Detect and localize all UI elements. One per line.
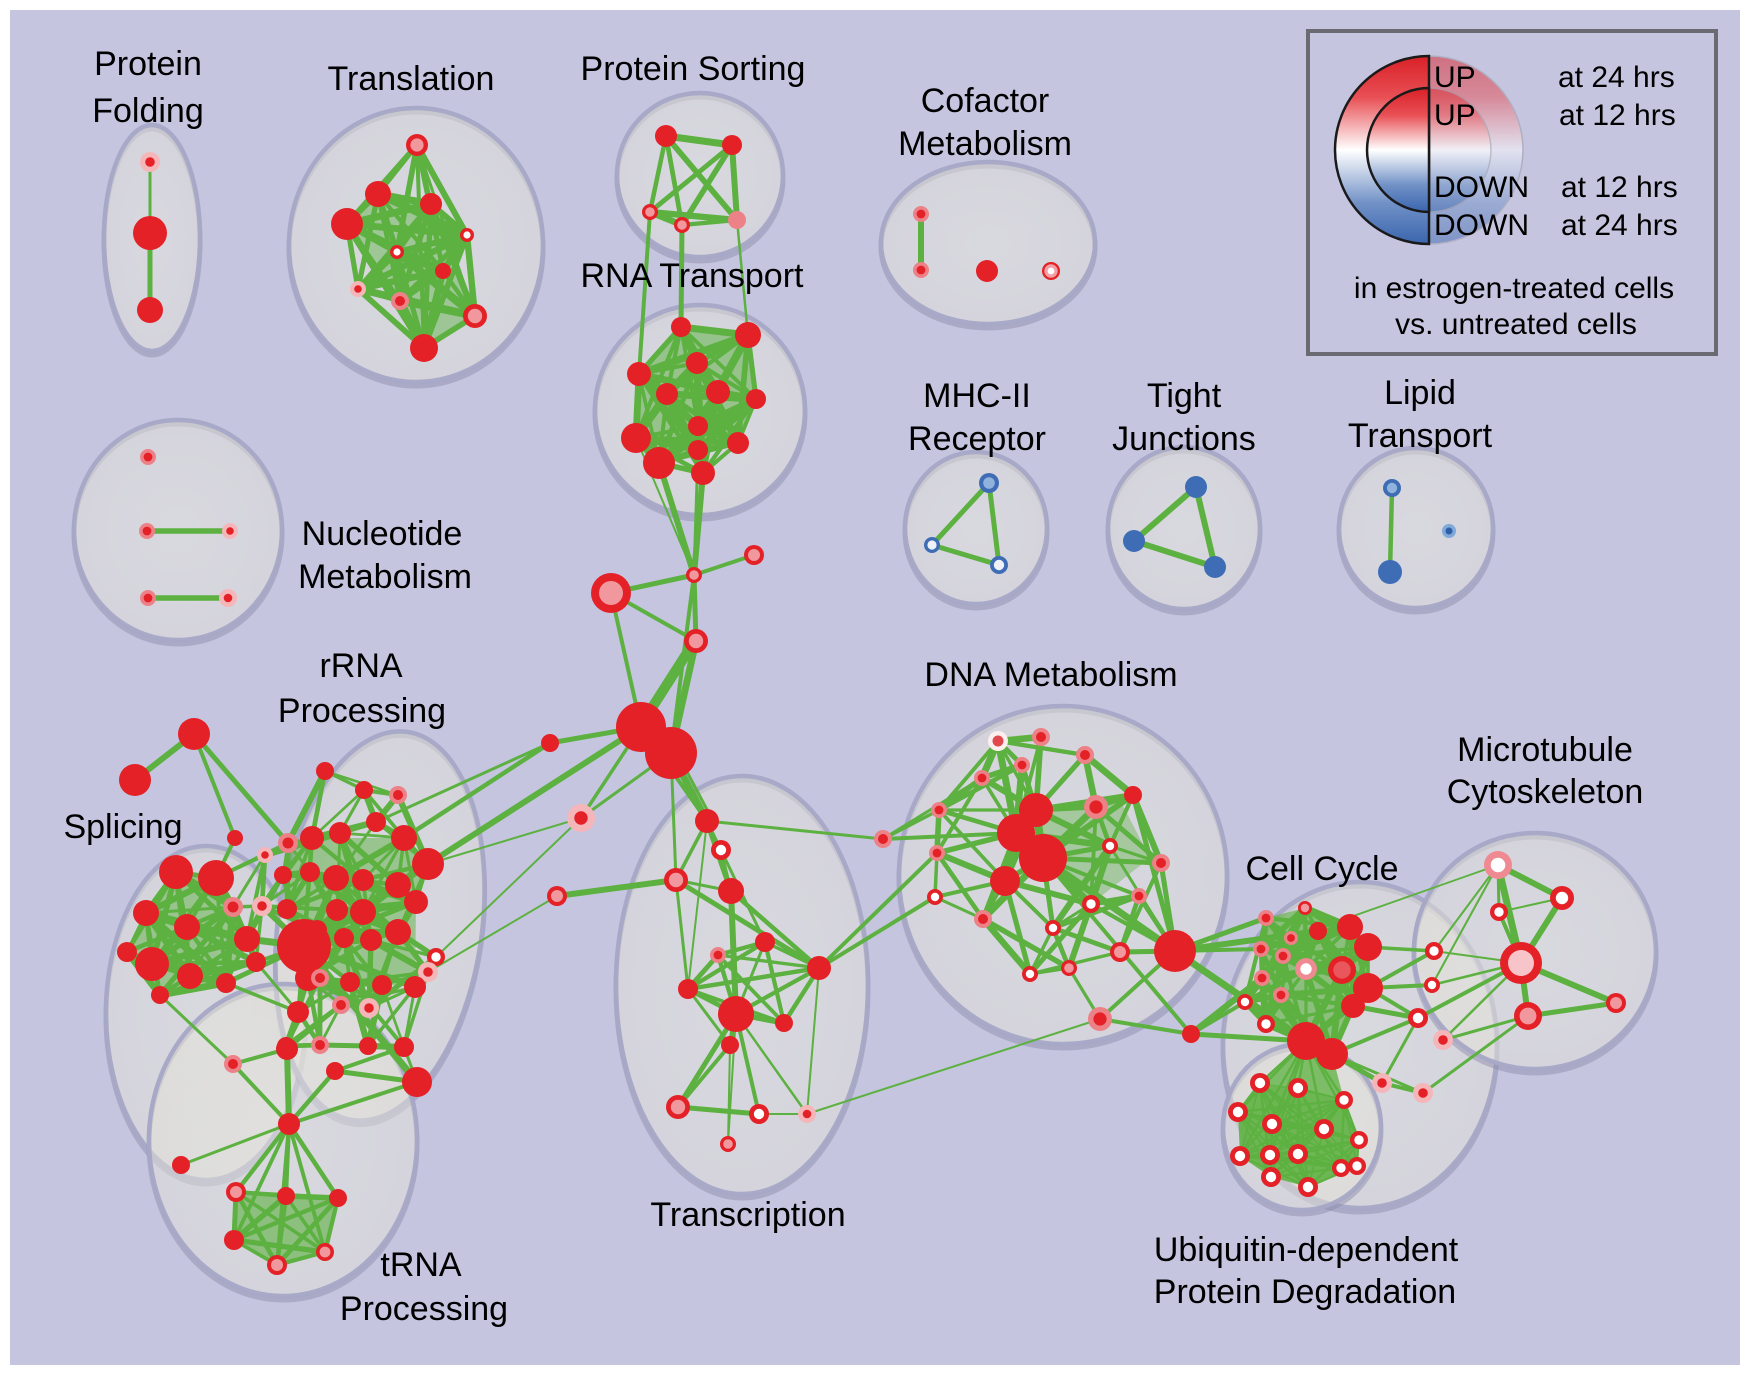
svg-text:Ubiquitin-dependent: Ubiquitin-dependent xyxy=(1154,1231,1459,1269)
svg-text:Cytoskeleton: Cytoskeleton xyxy=(1447,773,1644,811)
svg-text:MHC-II: MHC-II xyxy=(923,377,1031,415)
svg-text:at 24 hrs: at 24 hrs xyxy=(1558,61,1675,94)
svg-text:DOWN: DOWN xyxy=(1434,209,1529,242)
svg-text:UP: UP xyxy=(1434,61,1476,94)
svg-text:Junctions: Junctions xyxy=(1112,420,1256,458)
svg-text:UP: UP xyxy=(1434,99,1476,132)
svg-text:at 24 hrs: at 24 hrs xyxy=(1561,209,1678,242)
svg-text:Processing: Processing xyxy=(340,1290,508,1328)
svg-text:RNA Transport: RNA Transport xyxy=(581,257,805,295)
svg-text:Protein: Protein xyxy=(94,45,202,83)
svg-text:Processing: Processing xyxy=(278,692,446,730)
svg-text:Metabolism: Metabolism xyxy=(298,558,472,596)
svg-text:rRNA: rRNA xyxy=(319,647,402,685)
svg-text:Tight: Tight xyxy=(1147,377,1222,415)
svg-text:in estrogen-treated cells: in estrogen-treated cells xyxy=(1354,272,1674,305)
svg-text:Nucleotide: Nucleotide xyxy=(302,515,463,553)
svg-text:DNA Metabolism: DNA Metabolism xyxy=(924,656,1177,694)
svg-text:DOWN: DOWN xyxy=(1434,171,1529,204)
svg-text:vs. untreated cells: vs. untreated cells xyxy=(1395,308,1637,341)
svg-text:Splicing: Splicing xyxy=(63,808,182,846)
svg-text:Transport: Transport xyxy=(1348,417,1493,455)
svg-text:at 12 hrs: at 12 hrs xyxy=(1559,99,1676,132)
svg-text:Protein Sorting: Protein Sorting xyxy=(581,50,806,88)
svg-text:Cell Cycle: Cell Cycle xyxy=(1245,850,1398,888)
svg-text:Translation: Translation xyxy=(328,60,495,98)
svg-text:at 12 hrs: at 12 hrs xyxy=(1561,171,1678,204)
svg-text:Metabolism: Metabolism xyxy=(898,125,1072,163)
svg-text:Folding: Folding xyxy=(92,92,204,130)
svg-text:Transcription: Transcription xyxy=(650,1196,845,1234)
svg-text:Cofactor: Cofactor xyxy=(921,82,1050,120)
svg-text:Lipid: Lipid xyxy=(1384,374,1456,412)
svg-text:tRNA: tRNA xyxy=(380,1246,462,1284)
svg-text:Protein Degradation: Protein Degradation xyxy=(1154,1273,1456,1311)
svg-text:Microtubule: Microtubule xyxy=(1457,731,1633,769)
svg-text:Receptor: Receptor xyxy=(908,420,1046,458)
